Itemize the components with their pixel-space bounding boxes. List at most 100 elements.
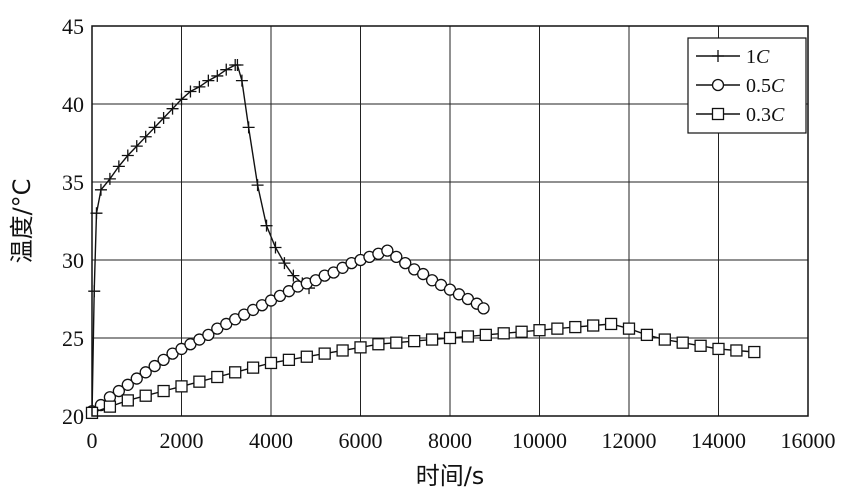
legend-label: 0.5C — [746, 75, 785, 97]
x-tick-label: 10000 — [512, 428, 567, 453]
x-tick-label: 2000 — [160, 428, 204, 453]
legend-marker-plus — [712, 50, 724, 62]
y-axis-label: 温度/°C — [8, 179, 36, 264]
data-point-plus — [166, 102, 179, 115]
data-point-plus — [121, 149, 134, 162]
data-point-square — [121, 394, 134, 407]
series-layer — [85, 59, 761, 420]
y-tick-label: 30 — [62, 248, 84, 273]
data-point-plus — [148, 121, 161, 134]
data-point-square — [139, 389, 152, 402]
data-point-plus — [94, 183, 107, 196]
data-point-plus — [175, 93, 188, 106]
legend-label: 1C — [746, 46, 770, 68]
data-point-square — [658, 333, 671, 346]
y-tick-label: 40 — [62, 92, 84, 117]
data-point-square — [497, 327, 510, 340]
legend-label-unit: C — [771, 75, 785, 97]
legend-label-unit: C — [771, 104, 785, 126]
x-tick-label: 6000 — [339, 428, 383, 453]
data-point-square — [461, 330, 475, 343]
data-point-plus — [157, 112, 170, 125]
data-point-circle — [112, 384, 125, 398]
data-point-plus — [278, 257, 291, 270]
series-line-square — [91, 323, 755, 414]
tick-labels: 0 2000 4000 6000 8000 10000 12000 14000 16000 20 2… — [62, 14, 836, 453]
legend-marker-circle — [711, 78, 725, 92]
data-point-square — [175, 380, 188, 393]
data-point-square — [748, 345, 761, 359]
x-tick-label: 8000 — [428, 428, 472, 453]
x-tick-label: 16000 — [781, 428, 836, 453]
data-point-square — [640, 328, 654, 342]
x-tick-label: 12000 — [602, 428, 657, 453]
data-point-plus — [193, 80, 206, 93]
legend-label-number: 1 — [746, 46, 756, 68]
data-point-square — [515, 325, 528, 338]
data-point-circle — [148, 359, 161, 373]
data-point-plus — [184, 85, 197, 98]
data-point-circle — [121, 378, 134, 391]
data-point-plus — [88, 285, 101, 298]
data-point-square — [443, 331, 457, 345]
data-point-square — [694, 339, 707, 352]
data-point-square — [372, 338, 385, 351]
x-tick-label: 14000 — [691, 428, 746, 453]
data-point-plus — [202, 74, 215, 87]
data-point-plus — [231, 59, 244, 71]
legend-marker-square — [711, 107, 725, 121]
data-point-square — [300, 350, 313, 363]
data-point-circle — [381, 244, 394, 257]
legend-label-number: 0.3 — [746, 104, 771, 126]
data-point-circle — [157, 353, 170, 366]
data-point-plus — [242, 121, 255, 134]
data-point-circle — [416, 267, 430, 281]
series-plus — [88, 59, 316, 417]
data-point-plus — [235, 74, 248, 87]
data-point-square — [211, 370, 224, 384]
y-tick-label: 20 — [62, 404, 84, 429]
y-tick-label: 45 — [62, 14, 84, 39]
data-point-square — [246, 361, 260, 374]
data-point-square — [479, 328, 492, 342]
y-tick-label: 35 — [62, 170, 84, 195]
data-point-square — [103, 400, 117, 413]
legend-label-unit: C — [756, 46, 770, 68]
data-point-circle — [477, 302, 490, 315]
x-axis-label: 时间/s — [416, 462, 485, 490]
data-point-square — [730, 344, 743, 357]
data-point-square — [551, 322, 564, 335]
data-point-square — [193, 375, 206, 388]
plot-frame — [91, 25, 809, 417]
data-point-square — [604, 317, 618, 331]
data-point-plus — [130, 140, 143, 153]
x-tick-label: 0 — [87, 428, 98, 453]
series-circle — [85, 244, 490, 418]
data-point-square — [569, 320, 582, 334]
data-point-plus — [260, 219, 273, 232]
data-point-square — [425, 333, 439, 346]
data-point-circle — [399, 256, 412, 270]
data-point-circle — [130, 372, 143, 385]
data-point-circle — [390, 250, 403, 264]
data-point-square — [390, 336, 403, 349]
data-point-plus — [112, 160, 125, 173]
data-point-square — [587, 319, 600, 332]
data-point-square — [336, 344, 349, 357]
y-tick-label: 25 — [62, 326, 84, 351]
legend-label-number: 0.5 — [746, 75, 771, 97]
data-point-circle — [139, 366, 152, 379]
data-point-square — [229, 366, 242, 379]
data-point-square — [282, 353, 296, 366]
data-point-plus — [220, 63, 233, 76]
data-point-square — [533, 324, 546, 337]
data-point-plus — [139, 130, 152, 143]
data-point-square — [318, 347, 331, 360]
x-tick-label: 4000 — [249, 428, 293, 453]
data-point-square — [354, 341, 367, 354]
data-point-square — [264, 356, 278, 370]
data-point-circle — [202, 328, 215, 342]
data-point-plus — [251, 179, 264, 192]
data-point-square — [676, 336, 689, 349]
